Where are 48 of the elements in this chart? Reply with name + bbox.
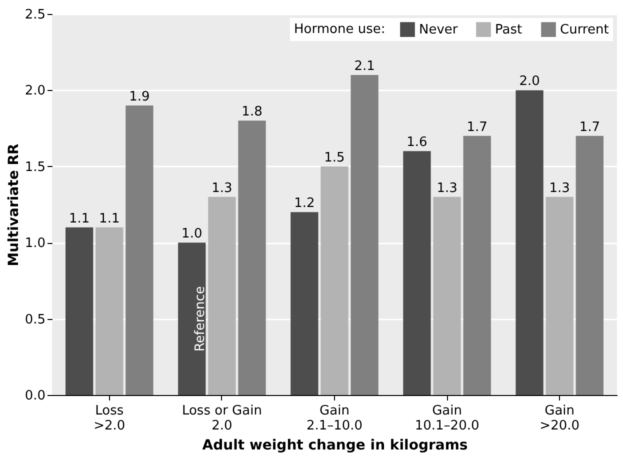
data-label: 1.6 bbox=[406, 135, 428, 150]
data-label: 1.3 bbox=[436, 180, 458, 196]
data-label: 1.1 bbox=[99, 211, 120, 226]
x-tick-label: Loss or Gain 2.0 bbox=[182, 404, 262, 434]
x-tick-label: Gain 2.1–10.0 bbox=[306, 404, 363, 434]
y-tick-label: 1.0 bbox=[24, 236, 46, 252]
x-tick-label: Gain 10.1–20.0 bbox=[414, 404, 480, 434]
bar bbox=[178, 242, 206, 395]
legend-label: Current bbox=[560, 22, 609, 38]
data-label: 1.7 bbox=[466, 120, 488, 135]
bar bbox=[463, 136, 491, 395]
y-tick-label: 2.0 bbox=[24, 84, 46, 99]
data-label: 1.2 bbox=[294, 196, 315, 212]
data-label: 1.5 bbox=[324, 150, 345, 166]
bar bbox=[576, 136, 604, 395]
y-tick-label: 2.5 bbox=[24, 8, 46, 22]
data-label: 1.7 bbox=[579, 120, 600, 135]
legend-label: Never bbox=[419, 22, 458, 38]
legend-label: Past bbox=[495, 22, 522, 38]
annotation: Reference bbox=[193, 286, 208, 352]
bar bbox=[516, 90, 544, 395]
bar bbox=[126, 105, 154, 395]
x-tick-label: Gain >20.0 bbox=[540, 404, 580, 434]
data-label: 1.9 bbox=[129, 89, 150, 104]
bar bbox=[66, 227, 94, 395]
bar bbox=[96, 227, 124, 395]
y-tick-label: 1.5 bbox=[24, 160, 46, 175]
data-label: 1.1 bbox=[68, 211, 90, 226]
bar bbox=[546, 196, 574, 395]
data-label: 2.0 bbox=[519, 74, 540, 90]
y-axis-title: Multivariate RR bbox=[6, 144, 22, 266]
data-label: 1.8 bbox=[242, 104, 262, 120]
bar bbox=[290, 212, 318, 395]
x-axis-title: Adult weight change in kilograms bbox=[202, 438, 468, 454]
data-label: 2.1 bbox=[354, 58, 375, 74]
bar bbox=[320, 166, 348, 395]
data-label: 1.0 bbox=[182, 226, 202, 242]
legend-title: Hormone use: bbox=[294, 22, 386, 37]
bar bbox=[208, 196, 236, 395]
bar bbox=[350, 74, 378, 395]
y-tick-label: 0.5 bbox=[24, 312, 46, 328]
data-label: 1.3 bbox=[549, 180, 570, 196]
bar bbox=[238, 120, 266, 395]
data-label: 1.3 bbox=[212, 180, 232, 196]
x-tick-label: Loss >2.0 bbox=[94, 404, 126, 434]
bar bbox=[433, 196, 461, 395]
y-tick-label: 0.0 bbox=[24, 388, 46, 404]
bar bbox=[403, 151, 431, 395]
